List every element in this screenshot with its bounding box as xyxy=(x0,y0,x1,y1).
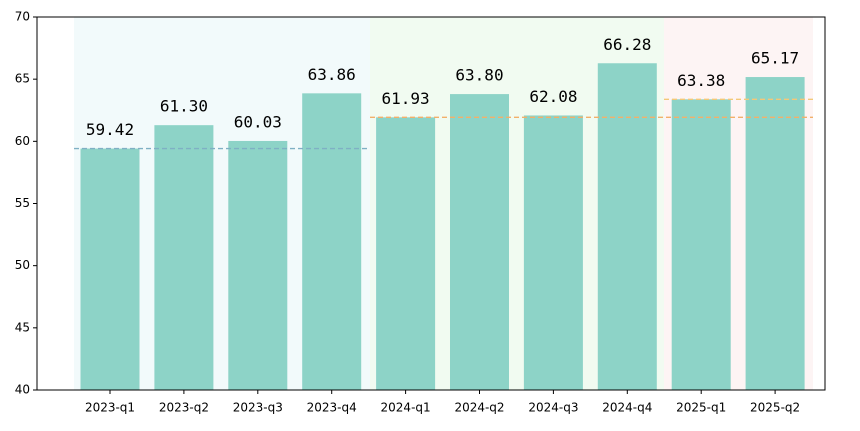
value-label: 61.30 xyxy=(160,97,208,116)
bar xyxy=(154,125,214,391)
y-tick-label: 50 xyxy=(15,258,30,272)
bar xyxy=(450,94,509,390)
y-tick-label: 40 xyxy=(15,383,30,397)
value-label: 65.17 xyxy=(751,49,799,68)
bar xyxy=(376,117,436,390)
x-tick-label: 2024-q4 xyxy=(602,401,652,415)
bar xyxy=(671,99,731,391)
value-label: 63.38 xyxy=(677,71,725,90)
x-tick-label: 2024-q2 xyxy=(454,401,504,415)
x-tick-label: 2025-q2 xyxy=(750,401,800,415)
x-tick-label: 2024-q1 xyxy=(381,401,431,415)
value-label: 63.86 xyxy=(308,65,356,84)
x-tick-label: 2023-q1 xyxy=(85,401,135,415)
bar xyxy=(523,115,583,391)
y-tick-label: 45 xyxy=(15,320,30,334)
value-label: 62.08 xyxy=(529,87,577,106)
y-tick-label: 60 xyxy=(15,134,30,148)
value-label: 61.93 xyxy=(382,89,430,108)
y-tick-label: 70 xyxy=(15,10,30,24)
value-label: 59.42 xyxy=(86,120,134,139)
bar xyxy=(80,148,140,390)
value-label: 66.28 xyxy=(603,35,651,54)
x-tick-label: 2023-q4 xyxy=(307,401,357,415)
y-tick-label: 65 xyxy=(15,72,30,86)
bar xyxy=(597,63,657,390)
value-label: 60.03 xyxy=(234,112,282,131)
value-label: 63.80 xyxy=(455,66,503,85)
y-tick-label: 55 xyxy=(15,196,30,210)
x-tick-label: 2025-q1 xyxy=(676,401,726,415)
x-tick-label: 2024-q3 xyxy=(528,401,578,415)
plot-frame xyxy=(36,16,826,391)
bar xyxy=(228,140,288,390)
x-tick-label: 2023-q3 xyxy=(233,401,283,415)
bar xyxy=(302,93,362,390)
x-tick-label: 2023-q2 xyxy=(159,401,209,415)
bar xyxy=(745,77,805,390)
